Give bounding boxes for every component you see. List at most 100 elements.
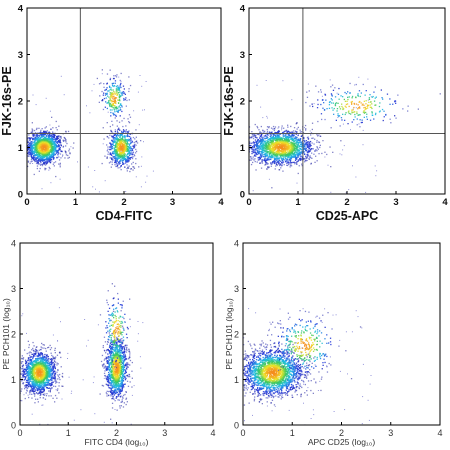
- event-point: [40, 148, 42, 150]
- event-point: [59, 142, 61, 144]
- event-point: [49, 391, 51, 393]
- event-point: [331, 84, 334, 86]
- event-point: [260, 162, 262, 164]
- event-point: [60, 356, 62, 359]
- event-point: [310, 134, 312, 136]
- event-point: [40, 159, 42, 161]
- event-point: [245, 141, 246, 142]
- event-point: [317, 120, 319, 123]
- event-point: [275, 135, 277, 138]
- event-point: [124, 143, 127, 145]
- event-point: [40, 163, 42, 165]
- event-point: [261, 136, 263, 138]
- event-point: [65, 139, 67, 142]
- event-point: [298, 153, 300, 155]
- event-point: [303, 139, 305, 142]
- event-point: [44, 162, 46, 164]
- event-point: [40, 149, 42, 151]
- event-point: [59, 373, 61, 376]
- event-point: [275, 165, 277, 167]
- event-point: [249, 126, 251, 128]
- event-point: [48, 166, 50, 169]
- event-point: [37, 135, 39, 137]
- event-point: [375, 104, 377, 106]
- event-point: [127, 139, 130, 142]
- event-point: [286, 132, 288, 134]
- event-point: [105, 88, 107, 91]
- event-point: [117, 157, 120, 159]
- event-point: [117, 85, 119, 87]
- event-point: [35, 351, 37, 353]
- event-point: [247, 150, 248, 151]
- event-point: [135, 158, 137, 160]
- event-point: [25, 360, 27, 362]
- event-point: [45, 154, 47, 156]
- event-point: [439, 93, 441, 95]
- event-point: [50, 358, 52, 360]
- event-point: [295, 136, 297, 138]
- event-point: [270, 162, 272, 164]
- event-point: [353, 106, 355, 109]
- event-point: [253, 159, 255, 161]
- event-point: [374, 104, 376, 106]
- event-point: [305, 129, 307, 131]
- event-point: [306, 137, 309, 139]
- event-point: [113, 108, 115, 110]
- event-point: [132, 166, 134, 168]
- event-point: [354, 84, 356, 86]
- event-point: [344, 105, 346, 107]
- event-point: [287, 126, 289, 128]
- event-point: [106, 95, 109, 97]
- event-point: [37, 142, 39, 144]
- event-point: [321, 95, 323, 97]
- event-point: [116, 87, 118, 89]
- event-point: [138, 124, 140, 126]
- event-point: [65, 131, 67, 133]
- event-point: [38, 145, 40, 147]
- event-point: [116, 140, 118, 142]
- event-point: [301, 143, 303, 146]
- event-point: [34, 140, 36, 142]
- event-point: [133, 146, 135, 148]
- event-point: [38, 142, 41, 144]
- event-point: [29, 354, 31, 356]
- y-tick-label: 0: [18, 190, 23, 201]
- event-point: [279, 149, 281, 151]
- event-point: [133, 154, 135, 156]
- event-point: [259, 141, 261, 143]
- event-point: [276, 154, 278, 156]
- event-point: [118, 94, 121, 96]
- event-point: [321, 118, 323, 121]
- event-point: [114, 96, 116, 99]
- event-point: [323, 102, 325, 104]
- event-point: [305, 157, 307, 160]
- event-point: [120, 134, 122, 136]
- event-point: [274, 157, 276, 159]
- event-point: [115, 76, 118, 78]
- event-point: [31, 356, 33, 358]
- event-point: [50, 146, 52, 148]
- event-point: [293, 127, 296, 129]
- event-point: [109, 157, 111, 159]
- event-point: [42, 397, 44, 399]
- event-point: [24, 377, 27, 379]
- event-point: [341, 103, 343, 105]
- event-point: [58, 159, 61, 161]
- event-point: [111, 158, 113, 161]
- event-point: [270, 158, 272, 160]
- event-point: [40, 156, 42, 158]
- event-point: [373, 91, 375, 93]
- event-point: [266, 140, 268, 142]
- event-point: [134, 143, 136, 145]
- event-point: [115, 165, 117, 168]
- event-point: [37, 353, 40, 355]
- event-point: [283, 137, 285, 139]
- event-point: [57, 151, 59, 154]
- event-point: [256, 153, 258, 156]
- event-point: [111, 120, 113, 122]
- event-point: [31, 160, 33, 162]
- event-point: [120, 151, 122, 154]
- event-point: [40, 389, 42, 391]
- event-point: [41, 342, 43, 345]
